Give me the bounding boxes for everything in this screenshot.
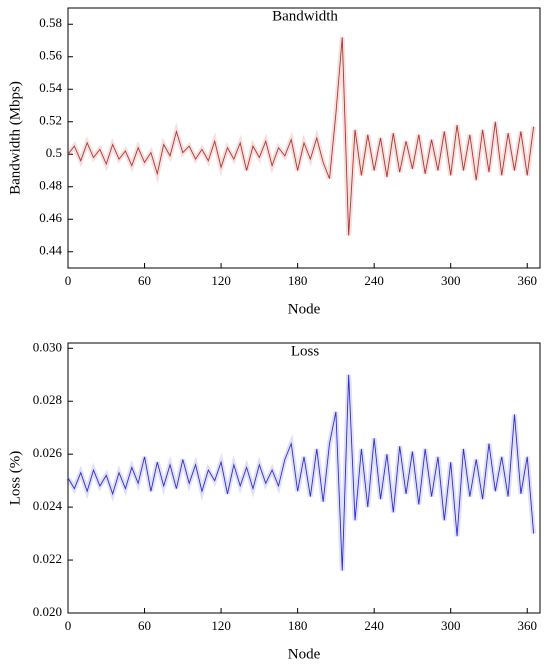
y-tick-label: 0.030: [33, 339, 62, 354]
y-tick-label: 0.48: [39, 178, 62, 193]
x-tick-label: 300: [441, 273, 461, 288]
y-tick-label: 0.024: [33, 498, 63, 513]
y-tick-label: 0.022: [33, 551, 62, 566]
x-tick-label: 360: [517, 618, 537, 633]
y-tick-label: 0.44: [39, 243, 62, 258]
y-tick-label: 0.46: [39, 210, 62, 225]
y-tick-label: 0.54: [39, 80, 62, 95]
y-axis-label: Bandwidth (Mbps): [7, 81, 23, 195]
y-tick-label: 0.5: [46, 145, 62, 160]
glow: [66, 37, 537, 236]
y-tick-label: 0.026: [33, 445, 63, 460]
y-axis-label: Loss (%): [7, 451, 23, 506]
x-tick-label: 120: [211, 618, 231, 633]
y-tick-label: 0.52: [39, 113, 62, 128]
x-tick-label: 120: [211, 273, 231, 288]
x-tick-label: 60: [138, 618, 151, 633]
y-tick-label: 0.58: [39, 15, 62, 30]
x-tick-label: 0: [65, 273, 72, 288]
data-line: [67, 374, 535, 571]
x-tick-label: 60: [138, 273, 151, 288]
x-tick-label: 300: [441, 618, 461, 633]
x-tick-label: 180: [288, 618, 308, 633]
x-axis-label: Node: [288, 301, 321, 317]
x-tick-label: 180: [288, 273, 308, 288]
x-tick-label: 360: [517, 273, 537, 288]
y-tick-label: 0.028: [33, 392, 62, 407]
chart-title: Loss: [291, 343, 320, 359]
x-axis-label: Node: [288, 646, 321, 662]
chart-title: Bandwidth: [272, 8, 338, 24]
y-tick-label: 0.56: [39, 48, 62, 63]
y-tick-label: 0.020: [33, 604, 62, 619]
data-line: [67, 37, 535, 236]
x-tick-label: 0: [65, 618, 72, 633]
x-tick-label: 240: [364, 618, 384, 633]
plot-frame: [67, 7, 541, 269]
x-tick-label: 240: [364, 273, 384, 288]
